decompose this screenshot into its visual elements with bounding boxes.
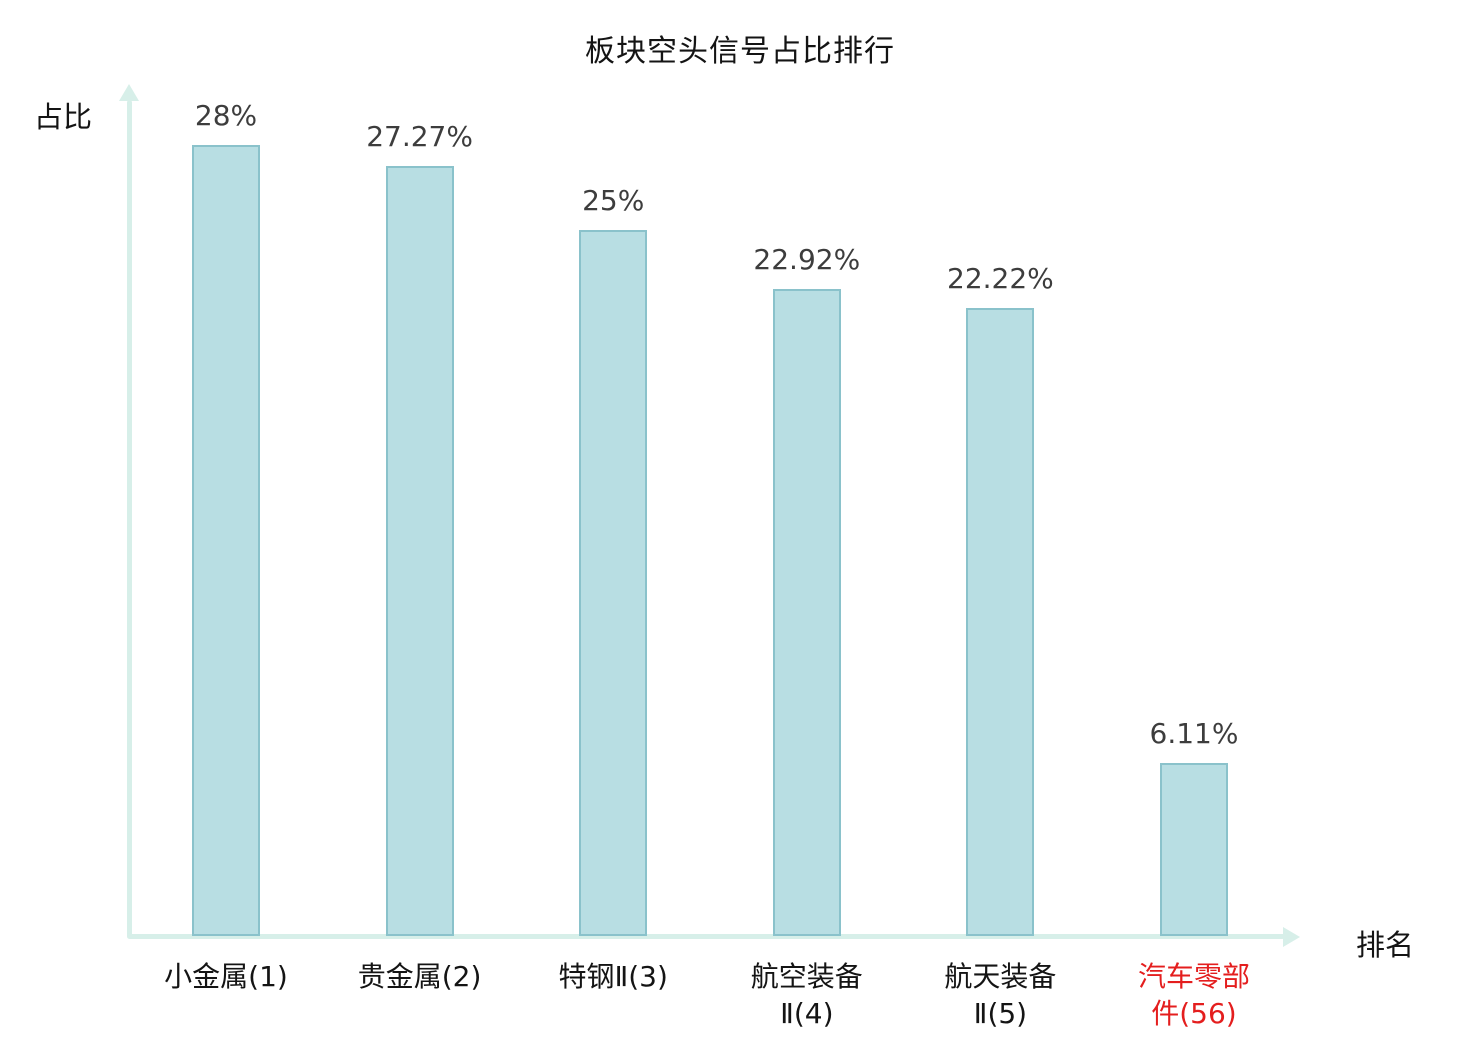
bar-value-label: 22.22%	[947, 262, 1054, 296]
y-axis-arrow-icon	[119, 84, 139, 101]
x-axis-arrow-icon	[1283, 927, 1300, 947]
x-tick-label: 小金属(1)	[164, 960, 288, 993]
chart-title: 板块空头信号占比排行	[585, 34, 895, 69]
x-axis-label: 排名	[1356, 928, 1415, 962]
bar	[1160, 763, 1228, 936]
bar	[772, 288, 841, 936]
y-axis-label: 占比	[34, 100, 93, 134]
x-tick-label: 汽车零部 件(56)	[1137, 960, 1251, 1030]
bar-value-label: 22.92%	[753, 242, 861, 276]
bar	[192, 145, 260, 936]
x-tick-label: 贵金属(2)	[357, 960, 482, 993]
x-axis-line	[127, 934, 1285, 939]
bar	[579, 229, 648, 936]
bar-value-label: 6.11%	[1149, 717, 1239, 751]
bar	[966, 308, 1035, 936]
bar-value-label: 27.27%	[366, 119, 473, 153]
y-axis-line	[127, 100, 132, 938]
bar-value-label: 28%	[194, 99, 258, 132]
x-tick-label: 航空装备 Ⅱ(4)	[750, 960, 863, 1030]
x-tick-label: 航天装备 Ⅱ(5)	[944, 960, 1057, 1030]
bar-value-label: 25%	[582, 183, 645, 217]
x-tick-label: 特钢Ⅱ(3)	[558, 960, 668, 993]
bar	[385, 165, 454, 936]
